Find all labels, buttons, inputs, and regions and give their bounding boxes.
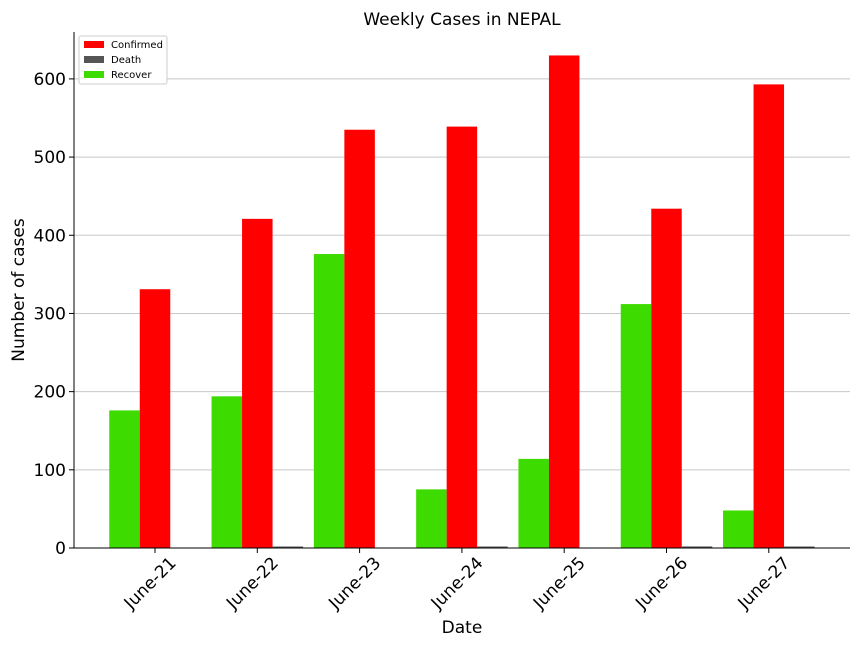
bars: [109, 55, 815, 549]
bar-confirmed: [139, 289, 171, 548]
bar-recover: [313, 254, 345, 548]
bar-confirmed: [446, 126, 478, 548]
legend-swatch-death: [84, 56, 104, 63]
bar-death: [272, 546, 304, 548]
x-tick-label: June-21: [120, 553, 181, 614]
y-tick-label: 300: [34, 304, 66, 324]
bar-confirmed: [344, 129, 375, 548]
x-axis-label: Date: [442, 618, 483, 638]
bar-confirmed: [548, 55, 580, 549]
bar-recover: [211, 396, 243, 548]
y-ticks: 0 100 200 300 400 500 600: [34, 70, 74, 559]
x-tick-label: June-26: [631, 553, 692, 614]
y-tick-label: 500: [34, 148, 66, 168]
y-tick-label: 100: [34, 461, 66, 481]
bar-recover: [620, 304, 652, 548]
bar-recover: [109, 410, 140, 548]
y-tick-label: 600: [34, 70, 66, 90]
x-tick-label: June-23: [324, 553, 385, 614]
x-tick-label: June-25: [529, 553, 590, 614]
bar-death: [681, 546, 713, 548]
legend: Confirmed Death Recover: [78, 35, 168, 85]
y-tick-label: 400: [34, 226, 66, 246]
bar-recover: [416, 489, 447, 548]
x-ticks: June-21 June-22 June-23 June-24 June-25 June-…: [120, 548, 794, 614]
bar-confirmed: [242, 218, 273, 548]
legend-label-recover: Recover: [111, 70, 152, 81]
legend-label-confirmed: Confirmed: [111, 40, 163, 51]
y-tick-label: 200: [34, 383, 66, 403]
x-tick-label: June-22: [222, 553, 283, 614]
chart-title: Weekly Cases in NEPAL: [363, 10, 561, 30]
legend-label-death: Death: [111, 55, 141, 66]
bar-recover: [723, 510, 754, 548]
x-tick-label: June-27: [734, 553, 795, 614]
bar-confirmed: [753, 84, 785, 548]
y-tick-label: 0: [55, 539, 66, 559]
y-axis-label: Number of cases: [9, 218, 29, 362]
legend-swatch-recover: [84, 71, 104, 78]
bar-death: [784, 546, 815, 548]
bar-confirmed: [651, 208, 682, 548]
bar-death: [477, 546, 508, 548]
x-tick-label: June-24: [427, 553, 488, 614]
legend-swatch-confirmed: [84, 41, 104, 48]
bar-recover: [518, 458, 549, 548]
